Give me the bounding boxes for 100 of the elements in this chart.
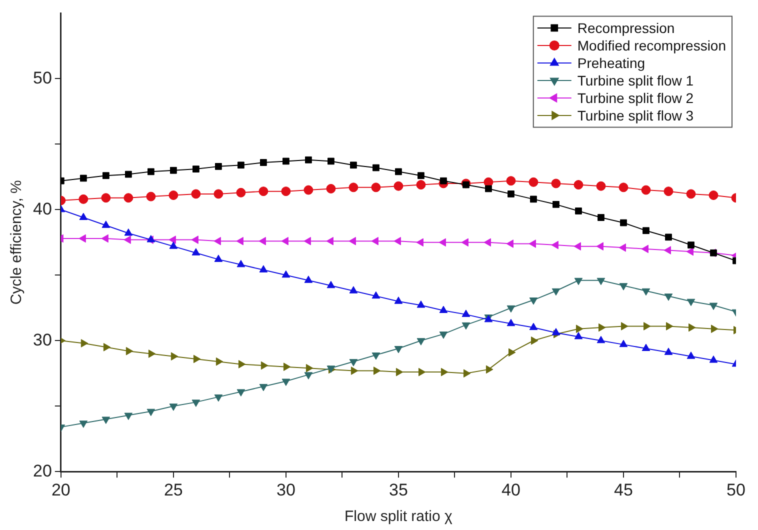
legend-label: Turbine split flow 2 (577, 90, 694, 106)
point (596, 336, 606, 344)
x-tick-label: 20 (51, 480, 70, 500)
legend-label: Turbine split flow 1 (577, 72, 694, 88)
point (598, 214, 604, 221)
point (236, 188, 246, 198)
point (168, 236, 176, 244)
point (326, 184, 336, 194)
point (574, 278, 583, 286)
point (552, 288, 560, 296)
x-tick-label: 35 (388, 480, 408, 500)
legend-label: Modified recompression (577, 37, 726, 54)
point (618, 243, 626, 252)
point (686, 247, 694, 256)
point (686, 298, 696, 306)
point (619, 283, 628, 290)
point (168, 190, 178, 200)
point (574, 180, 584, 190)
x-axis-title: Flow split ratio χ (344, 508, 453, 526)
point (551, 178, 561, 188)
point (506, 240, 514, 248)
point (485, 185, 492, 192)
x-tick-label: 30 (276, 480, 296, 500)
legend-label: Recompression (577, 20, 675, 36)
point (642, 344, 650, 351)
point (395, 168, 402, 176)
y-tick-label: 30 (32, 330, 52, 350)
point (350, 366, 358, 375)
point (305, 156, 312, 164)
point (101, 234, 108, 243)
point (528, 177, 538, 187)
point (328, 158, 334, 165)
point (191, 189, 201, 199)
point (618, 182, 628, 192)
point (124, 236, 131, 244)
point (192, 400, 200, 407)
point (216, 357, 224, 366)
point (126, 346, 134, 356)
x-tick-label: 45 (614, 480, 633, 500)
point (102, 220, 110, 228)
point (576, 324, 584, 333)
point (664, 294, 673, 301)
point (371, 182, 381, 192)
point (416, 180, 426, 190)
point (463, 369, 471, 378)
point (486, 365, 494, 374)
point (551, 240, 558, 250)
point (529, 298, 538, 305)
point (260, 361, 268, 370)
point (306, 364, 314, 372)
point (349, 286, 358, 294)
point (552, 200, 560, 208)
point (148, 350, 156, 358)
y-tick-label: 40 (32, 199, 52, 218)
point (238, 162, 244, 169)
point (78, 194, 88, 204)
point (102, 172, 110, 180)
point (642, 288, 650, 296)
point (326, 280, 336, 288)
point (596, 278, 606, 286)
point (101, 193, 111, 203)
point (372, 291, 380, 299)
point (642, 227, 650, 234)
point (192, 166, 200, 172)
point (371, 236, 378, 246)
point (373, 366, 381, 375)
point (191, 236, 198, 244)
point (169, 404, 178, 411)
point (574, 332, 583, 340)
point (124, 228, 133, 236)
point (506, 305, 516, 313)
point (170, 352, 178, 360)
point (304, 185, 314, 195)
point (438, 238, 446, 247)
point (304, 276, 313, 283)
point (215, 163, 222, 170)
point (281, 236, 288, 246)
point (193, 354, 201, 364)
point (529, 322, 538, 330)
point (260, 159, 267, 166)
point (282, 378, 290, 386)
point (258, 186, 268, 196)
point (439, 332, 448, 339)
point (506, 176, 516, 186)
point (530, 336, 538, 345)
point (418, 172, 424, 180)
point (372, 164, 380, 172)
point (709, 356, 718, 363)
point (124, 170, 132, 178)
point (372, 352, 380, 360)
point (238, 360, 246, 368)
point (686, 189, 696, 199)
point (80, 339, 88, 348)
x-tick-label: 40 (502, 480, 520, 500)
point (620, 322, 628, 330)
point (394, 181, 404, 191)
point (710, 324, 718, 333)
point (304, 236, 311, 246)
point (416, 300, 426, 308)
point (394, 296, 403, 304)
